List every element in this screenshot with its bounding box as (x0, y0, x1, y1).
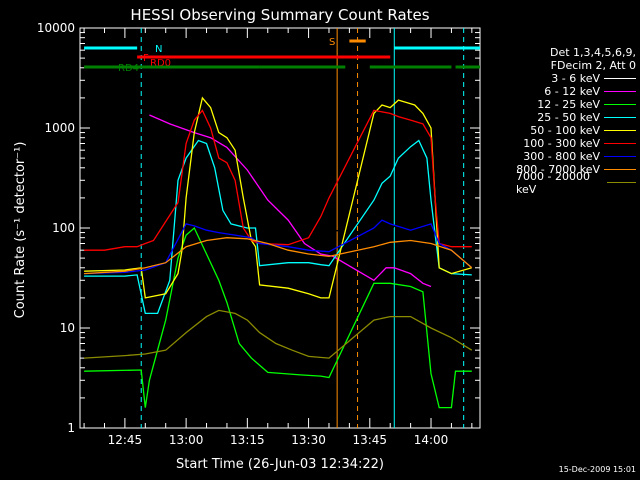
state-bars: N S F RD0 RD4 (84, 37, 480, 74)
legend-swatch (604, 156, 636, 157)
legend-item: 300 - 800 keV (516, 150, 636, 163)
legend-label: 3 - 6 keV (551, 72, 600, 85)
series-line (153, 146, 432, 242)
legend-swatch (604, 130, 636, 131)
state-bar-label: RD0 (150, 58, 171, 69)
series-line (84, 237, 473, 275)
legend-label: 12 - 25 keV (537, 98, 600, 111)
x-tick-label: 13:15 (230, 433, 265, 447)
state-bar-label: F (143, 53, 149, 64)
x-axis-label: Start Time (26-Jun-03 12:34:22) (176, 457, 384, 472)
legend-item: 50 - 100 keV (516, 124, 636, 137)
series-line (84, 109, 472, 251)
legend-rows: 3 - 6 keV 6 - 12 keV 12 - 25 keV 25 - 50 ke… (516, 72, 636, 196)
legend-item: 3 - 6 keV (516, 72, 636, 85)
legend-swatch (604, 169, 636, 170)
y-tick-label: 10000 (37, 21, 75, 35)
x-tick-label: 13:30 (291, 433, 326, 447)
series-line (84, 139, 472, 315)
series-layer (84, 28, 473, 428)
legend-label: 7000 - 20000 keV (516, 169, 590, 196)
legend-item: 100 - 300 keV (516, 137, 636, 150)
state-bar-label: S (329, 37, 335, 48)
legend-item: 25 - 50 keV (516, 111, 636, 124)
series-line (84, 96, 472, 299)
state-bar-label: RD4 (118, 63, 139, 74)
legend-label: 100 - 300 keV (523, 137, 600, 150)
legend-header-1: Det 1,3,4,5,6,9, (549, 46, 636, 59)
y-tick-label: 100 (52, 221, 75, 235)
series-line (84, 309, 473, 359)
y-tick-label: 10 (60, 321, 75, 335)
chart-title: HESSI Observing Summary Count Rates (130, 6, 429, 24)
y-tick-label: 1 (67, 421, 75, 435)
legend-swatch (604, 104, 636, 105)
state-bar-label: N (155, 44, 162, 55)
legend-item: 800 - 7000 keV (516, 163, 636, 176)
x-tick-label: 14:00 (414, 433, 449, 447)
legend-label: 6 - 12 keV (544, 85, 600, 98)
legend-label: 300 - 800 keV (523, 150, 600, 163)
legend-label: 50 - 100 keV (530, 124, 600, 137)
legend-item: 12 - 25 keV (516, 98, 636, 111)
timestamp: 15-Dec-2009 15:01 (558, 465, 636, 474)
x-tick-label: 12:45 (108, 433, 143, 447)
legend: Det 1,3,4,5,6,9, FDecim 2, Att 0 3 - 6 k… (516, 46, 636, 196)
legend-label: 800 - 7000 keV (516, 163, 600, 176)
legend-label: 25 - 50 keV (537, 111, 600, 124)
plot-frame (79, 27, 481, 429)
x-tick-label: 13:00 (169, 433, 204, 447)
series-line (84, 226, 472, 409)
legend-swatch (604, 78, 636, 79)
legend-swatch (604, 91, 636, 92)
legend-item: 6 - 12 keV (516, 85, 636, 98)
y-axis-label: Count Rate (s⁻¹ detector⁻¹) (13, 142, 28, 319)
legend-swatch (607, 182, 636, 183)
y-tick-label: 1000 (44, 121, 75, 135)
legend-swatch (604, 117, 636, 118)
legend-header-2: FDecim 2, Att 0 (550, 59, 636, 72)
series-line (149, 114, 432, 288)
x-tick-label: 13:45 (352, 433, 387, 447)
legend-swatch (604, 143, 636, 144)
plot-axes: 1 10 100 1000 10000 12:45 13:00 13:15 13:30 13:45… (37, 21, 481, 447)
legend-item: 7000 - 20000 keV (516, 170, 636, 196)
